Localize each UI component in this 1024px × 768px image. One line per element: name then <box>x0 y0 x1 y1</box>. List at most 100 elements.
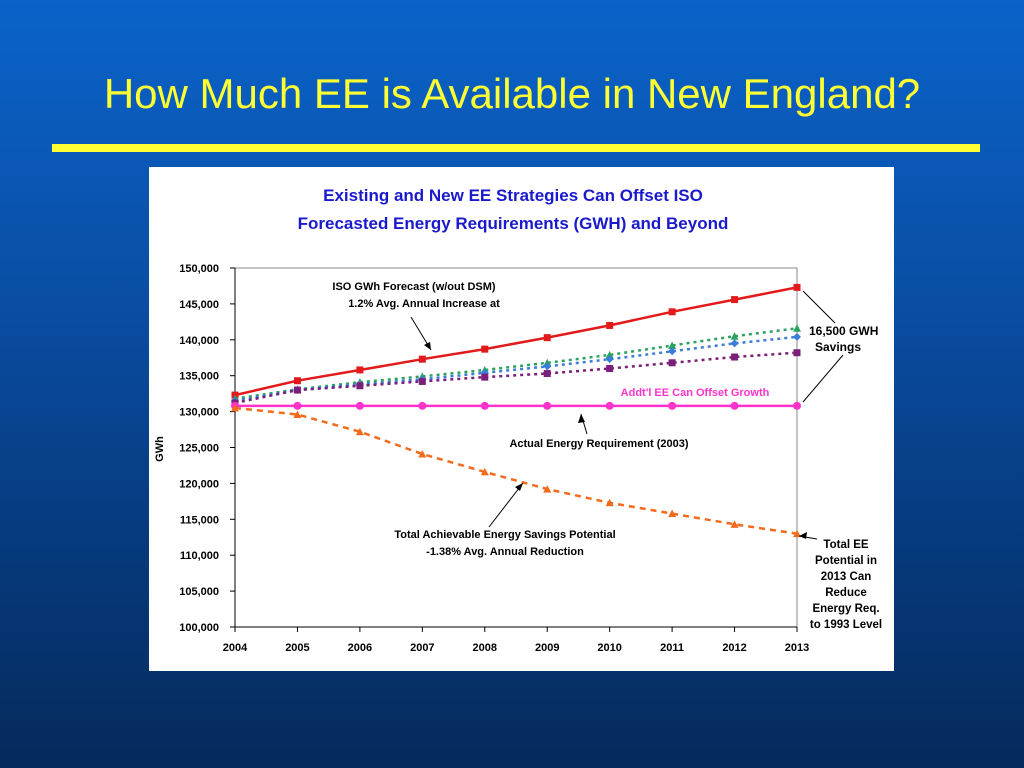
chart-ticks: 150,000 145,000 140,000 135,000 130,000 125,0… <box>179 263 809 654</box>
y-tick-label: 105,000 <box>179 586 219 598</box>
x-tick-label: 2004 <box>223 642 248 654</box>
y-tick-label: 110,000 <box>180 550 219 562</box>
chart-panel: Existing and New EE Strategies Can Offse… <box>149 167 894 671</box>
data-point-savings_potential <box>730 520 739 528</box>
data-point-actual <box>605 401 614 410</box>
data-point-savings_potential <box>605 498 614 507</box>
savings-bracket-top <box>802 290 836 324</box>
potential-arrowhead <box>515 483 523 491</box>
data-point-actual <box>293 401 302 410</box>
chart-annotations: ISO GWh Forecast (w/out DSM) 1.2% Avg. A… <box>332 281 882 631</box>
total-ee-label-line: to 1993 Level <box>810 619 882 631</box>
forecast-arrowhead <box>424 342 431 350</box>
data-point-forecast <box>418 355 426 363</box>
savings-bracket-bottom <box>802 354 844 403</box>
y-tick-label: 125,000 <box>179 443 219 455</box>
slide-title: How Much EE is Available in New England? <box>103 70 921 117</box>
data-point-blue <box>543 362 552 371</box>
title-underline <box>52 144 980 152</box>
y-tick-label: 140,000 <box>179 335 219 347</box>
data-point-blue <box>668 347 677 356</box>
data-point-savings_potential <box>668 509 677 518</box>
data-point-actual <box>668 401 677 410</box>
x-tick-label: 2007 <box>410 642 434 654</box>
potential-label-line-1: Total Achievable Energy Savings Potentia… <box>394 529 615 541</box>
total-ee-label-line: Reduce <box>825 587 867 599</box>
actual-requirement-label: Actual Energy Requirement (2003) <box>509 438 688 450</box>
data-point-actual <box>480 401 489 410</box>
total-ee-label-line: Potential in <box>815 555 877 567</box>
savings-gwh-label-line-1: 16,500 GWH <box>809 324 878 338</box>
forecast-annotation-line-1: ISO GWh Forecast (w/out DSM) <box>332 281 496 293</box>
line-chart: Existing and New EE Strategies Can Offse… <box>154 186 882 654</box>
total-ee-label: Total EE Potential in 2013 Can Reduce Energy… <box>810 539 882 631</box>
data-point-purple <box>543 370 551 378</box>
data-point-actual <box>543 401 552 410</box>
data-point-purple <box>793 349 801 357</box>
data-point-forecast <box>606 321 614 329</box>
series-line-savings_potential <box>234 406 798 535</box>
y-tick-label: 120,000 <box>179 478 219 490</box>
x-tick-label: 2012 <box>722 642 746 654</box>
potential-label-line-2: -1.38% Avg. Annual Reduction <box>426 546 584 558</box>
data-point-actual <box>730 401 739 410</box>
data-point-purple <box>606 365 614 373</box>
data-point-savings_potential <box>293 410 302 418</box>
data-point-purple <box>418 377 426 385</box>
actual-arrowhead <box>578 414 585 423</box>
data-point-savings_potential <box>355 427 364 436</box>
data-point-green <box>793 324 801 332</box>
data-point-green <box>605 350 614 359</box>
data-point-savings_potential <box>543 485 552 493</box>
x-tick-label: 2010 <box>597 642 621 654</box>
y-tick-label: 130,000 <box>179 407 219 419</box>
data-point-forecast <box>356 366 364 374</box>
x-tick-label: 2011 <box>660 642 684 654</box>
data-point-savings_potential <box>480 467 489 476</box>
offset-growth-label: Addt'l EE Can Offset Growth <box>621 387 770 399</box>
data-point-savings_potential <box>793 529 801 538</box>
data-point-actual <box>355 401 364 410</box>
chart-title-line-1: Existing and New EE Strategies Can Offse… <box>323 186 703 205</box>
data-point-purple <box>356 382 364 390</box>
series-line-forecast <box>234 286 798 397</box>
data-point-blue <box>605 355 614 364</box>
y-tick-label: 135,000 <box>179 371 219 383</box>
forecast-annotation-line-2: 1.2% Avg. Annual Increase at <box>348 298 500 310</box>
x-tick-label: 2013 <box>785 642 809 654</box>
data-point-actual <box>418 401 427 410</box>
y-axis-label: GWh <box>154 436 166 462</box>
chart-title-line-2: Forecasted Energy Requirements (GWH) and… <box>298 214 729 233</box>
x-tick-label: 2009 <box>535 642 559 654</box>
data-point-purple <box>731 353 739 361</box>
data-point-forecast <box>293 377 301 385</box>
y-tick-label: 100,000 <box>179 622 219 634</box>
potential-arrow <box>488 482 524 528</box>
total-ee-label-line: Total EE <box>823 539 868 551</box>
data-point-purple <box>481 373 489 381</box>
data-point-forecast <box>481 345 489 353</box>
data-point-actual <box>793 401 801 410</box>
data-point-forecast <box>668 308 676 316</box>
savings-gwh-label-line-2: Savings <box>815 340 861 354</box>
data-point-savings_potential <box>418 449 427 458</box>
data-point-purple <box>293 386 301 394</box>
y-tick-label: 145,000 <box>179 299 219 311</box>
data-point-green <box>668 341 677 350</box>
x-tick-label: 2006 <box>348 642 372 654</box>
x-tick-label: 2005 <box>285 642 309 654</box>
data-point-green <box>730 332 739 340</box>
series-line-green <box>234 327 798 400</box>
total-ee-arrowhead <box>799 532 807 539</box>
chart-series <box>231 283 801 538</box>
chart-title: Existing and New EE Strategies Can Offse… <box>298 186 729 233</box>
data-point-blue <box>730 339 739 348</box>
data-point-forecast <box>793 283 801 291</box>
data-point-purple <box>668 359 676 367</box>
x-tick-label: 2008 <box>473 642 497 654</box>
total-ee-label-line: 2013 Can <box>821 571 872 583</box>
data-point-savings_potential <box>231 404 239 412</box>
data-point-blue <box>793 332 801 341</box>
total-ee-label-line: Energy Req. <box>812 603 879 615</box>
data-point-forecast <box>543 334 551 342</box>
